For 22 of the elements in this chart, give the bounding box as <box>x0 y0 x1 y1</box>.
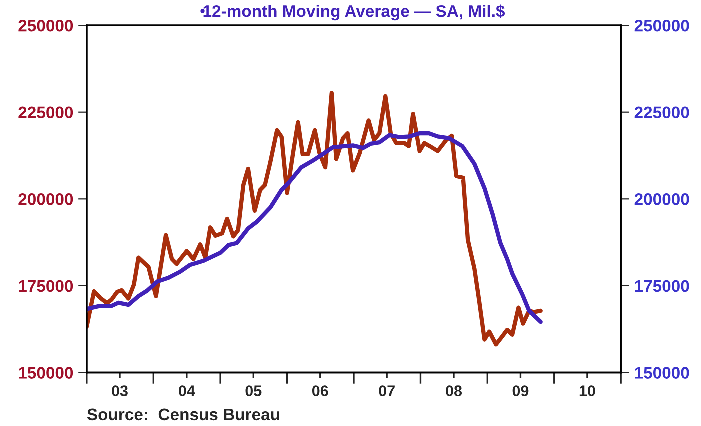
y-tick-label: 250000 <box>18 20 74 32</box>
y-tick-label: 200000 <box>18 194 74 206</box>
x-tick-label: 08 <box>446 386 462 396</box>
x-tick-label: 07 <box>379 386 395 396</box>
y2-tick-label: 150000 <box>635 367 690 379</box>
x-tick-label: 10 <box>580 386 596 396</box>
legend-label: 12-month Moving Average — SA, Mil.$ <box>204 4 506 21</box>
x-tick-label: 04 <box>179 386 196 396</box>
y2-tick-label: 250000 <box>634 20 690 32</box>
x-tick-label: 06 <box>312 386 328 396</box>
y-tick-label: 225000 <box>18 106 74 119</box>
x-tick-label: 03 <box>112 386 128 396</box>
y-tick-label: 175000 <box>19 280 74 292</box>
line-series <box>86 91 543 347</box>
x-tick-label: 09 <box>512 386 529 396</box>
x-tick-label: 05 <box>246 386 262 396</box>
y-tick-label: 150000 <box>19 367 74 379</box>
y2-tick-label: 175000 <box>635 280 690 292</box>
source-note: Source: Census Bureau <box>87 408 280 421</box>
y2-tick-label: 200000 <box>634 194 690 206</box>
line-series <box>86 131 543 324</box>
y2-tick-label: 225000 <box>634 106 690 119</box>
